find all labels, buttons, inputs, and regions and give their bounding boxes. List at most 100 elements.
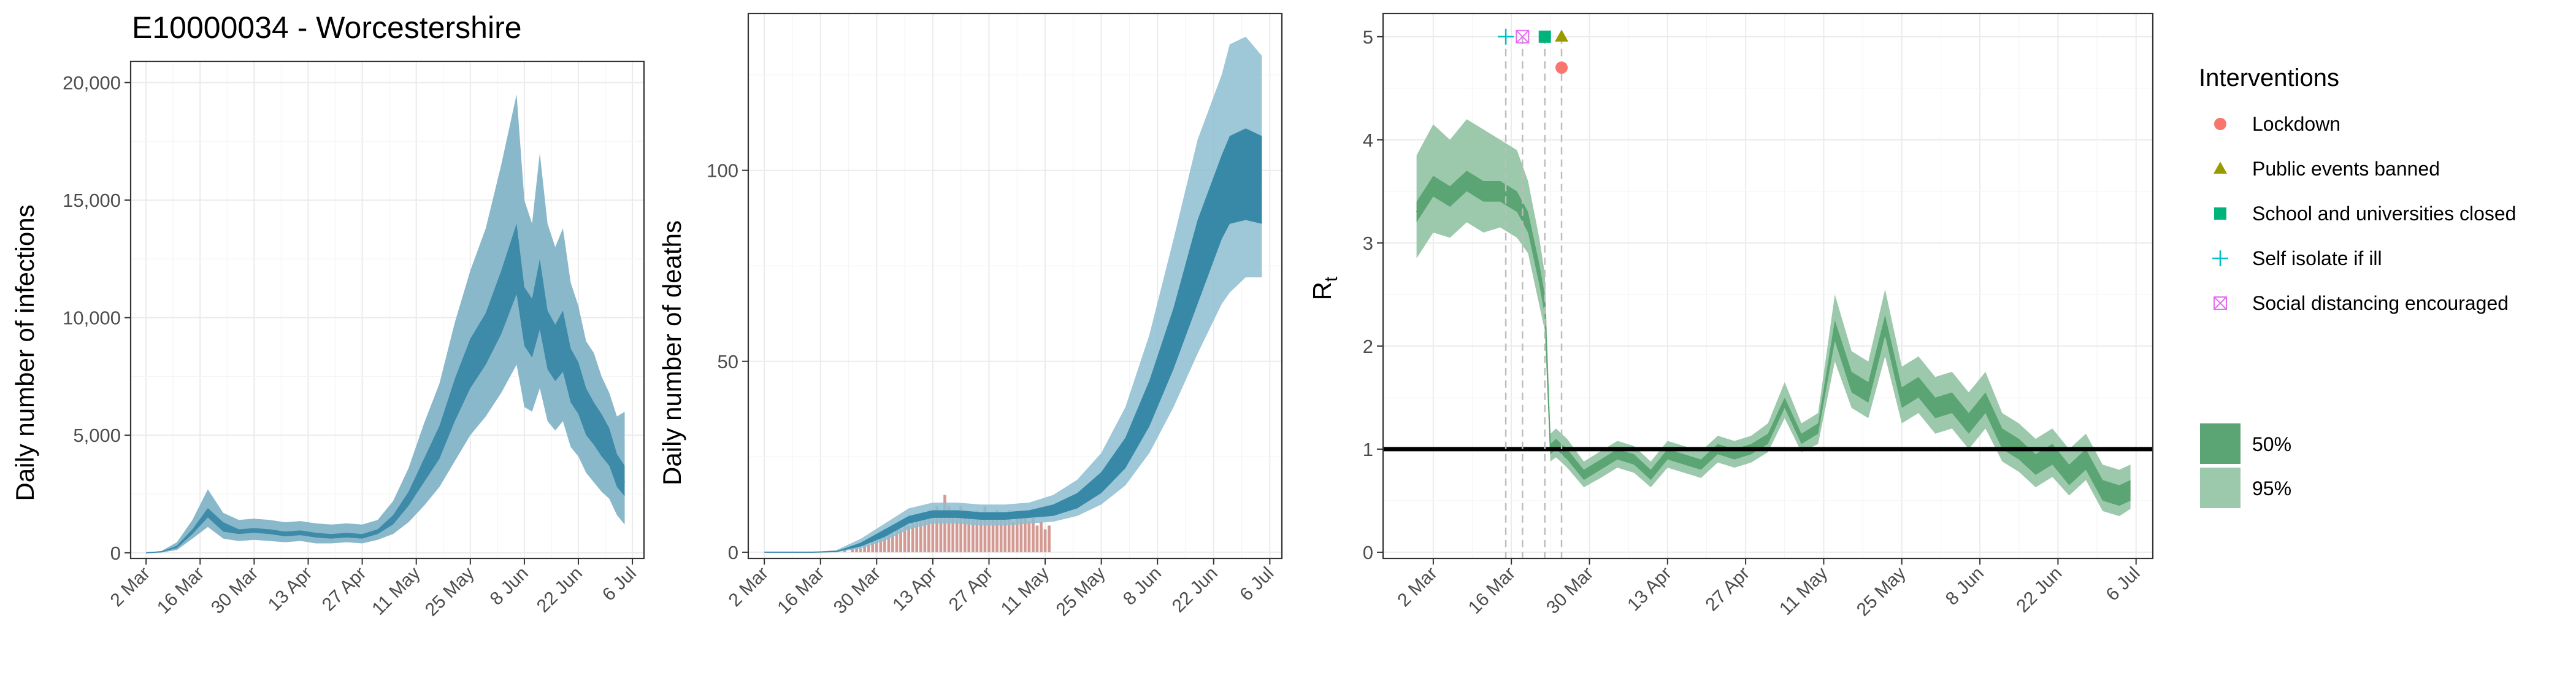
death-bar — [899, 529, 902, 552]
death-bar — [851, 548, 854, 552]
y-tick-label: 1 — [1363, 439, 1373, 460]
death-bar — [1040, 522, 1043, 552]
x-tick-label: 30 Mar — [830, 563, 884, 618]
legend-marker-plus — [2212, 250, 2228, 266]
bands — [146, 94, 626, 554]
death-bar — [915, 522, 919, 552]
death-bar — [963, 510, 967, 552]
interval-label: 50% — [2252, 433, 2291, 455]
y-tick-label: 0 — [1363, 542, 1373, 563]
x-tick-label: 8 Jun — [1119, 563, 1165, 609]
legend-label: Self isolate if ill — [2252, 247, 2382, 269]
x-tick-label: 13 Apr — [1623, 563, 1676, 615]
legend-label: Social distancing encouraged — [2252, 292, 2509, 314]
x-tick-label: 8 Jun — [1942, 563, 1988, 609]
y-tick-label: 10,000 — [63, 307, 121, 329]
y-tick-label: 5,000 — [73, 425, 121, 446]
death-bar — [995, 510, 999, 552]
x-tick-label: 2 Mar — [725, 563, 773, 611]
death-bar — [939, 510, 943, 552]
death-bar — [955, 514, 959, 552]
x-tick-label: 16 Mar — [1465, 563, 1519, 618]
x-tick-label: 6 Jul — [599, 563, 640, 605]
death-bar — [1011, 522, 1015, 552]
death-bar — [943, 495, 946, 552]
band-50 — [764, 128, 1262, 552]
panel-border — [129, 60, 645, 560]
intervention-marker — [1516, 29, 1530, 44]
x-tick-label: 11 May — [368, 563, 424, 619]
death-bar — [911, 517, 914, 552]
x-tick-label: 2 Mar — [107, 563, 155, 611]
panel-border — [747, 12, 1283, 560]
interval-swatch — [2200, 423, 2241, 464]
interventions-legend-title: Interventions — [2199, 64, 2339, 91]
death-bar — [983, 506, 987, 552]
legend-marker-circle — [2214, 118, 2226, 130]
y-tick-label: 5 — [1363, 26, 1373, 48]
death-bar — [919, 514, 922, 552]
median-line — [146, 258, 626, 554]
death-bar — [935, 506, 938, 552]
death-bar — [903, 522, 907, 552]
death-bar — [923, 517, 927, 552]
death-bar — [972, 517, 975, 552]
x-tick-label: 27 Apr — [1701, 563, 1754, 615]
death-bar — [927, 510, 930, 552]
death-bar — [1032, 517, 1035, 552]
legend-marker-square — [2214, 207, 2226, 220]
median-line — [764, 169, 1262, 553]
death-bar — [999, 514, 1003, 552]
x-tick-label: 25 May — [1853, 563, 1910, 620]
death-bar — [895, 525, 899, 552]
death-bar — [891, 533, 894, 552]
y-tick-label: 50 — [718, 351, 738, 372]
x-tick-label: 13 Apr — [889, 563, 941, 615]
death-bar — [1003, 517, 1006, 552]
y-tick-label: 100 — [707, 160, 738, 182]
y-tick-label: 20,000 — [63, 72, 121, 93]
interventions-legend: Interventions Lockdown Public events bann… — [2199, 64, 2516, 314]
x-tick-label: 30 Mar — [207, 563, 262, 618]
band-50 — [146, 223, 625, 553]
death-bar — [875, 541, 878, 552]
legend-label: Lockdown — [2252, 113, 2340, 135]
intervention-marker — [1555, 29, 1569, 42]
x-tick-label: 6 Jul — [1236, 563, 1278, 605]
death-bar — [867, 544, 870, 552]
intervention-marker — [1555, 61, 1568, 74]
intervention-marker — [1498, 28, 1514, 45]
chart-title: E10000034 - Worcestershire — [132, 10, 522, 45]
legend-label: Public events banned — [2252, 158, 2440, 180]
rt-y-axis-title-main: R — [1308, 282, 1336, 300]
x-tick-label: 22 Jun — [1168, 563, 1222, 617]
y-tick-label: 4 — [1363, 129, 1373, 151]
intervention-marker — [1538, 30, 1551, 43]
x-tick-label: 16 Mar — [153, 563, 208, 618]
band-95 — [146, 94, 625, 553]
rt-y-axis-title-subscript: t — [1321, 276, 1341, 282]
infections-y-axis-title: Daily number of infections — [10, 204, 39, 501]
death-bar — [967, 514, 971, 552]
death-bar — [959, 506, 962, 552]
band-95 — [1416, 119, 2131, 517]
interval-swatch — [2200, 468, 2241, 508]
rt-y-axis-title: Rt — [1308, 276, 1341, 300]
death-bar — [887, 529, 891, 552]
death-bar — [951, 510, 954, 552]
death-bar — [1048, 525, 1051, 552]
x-tick-label: 11 May — [997, 563, 1053, 619]
death-bar — [975, 510, 979, 552]
legend-marker-square-x — [2214, 296, 2227, 310]
x-tick-label: 27 Apr — [318, 563, 370, 615]
death-bar — [931, 514, 935, 552]
svg-text:Rt: Rt — [1308, 276, 1341, 300]
interval-label: 95% — [2252, 477, 2291, 500]
death-bar — [859, 548, 862, 552]
x-tick-label: 25 May — [421, 563, 478, 620]
death-bar — [987, 517, 991, 552]
x-tick-label: 8 Jun — [486, 563, 532, 609]
death-bar — [1043, 529, 1047, 552]
y-tick-label: 2 — [1363, 336, 1373, 357]
